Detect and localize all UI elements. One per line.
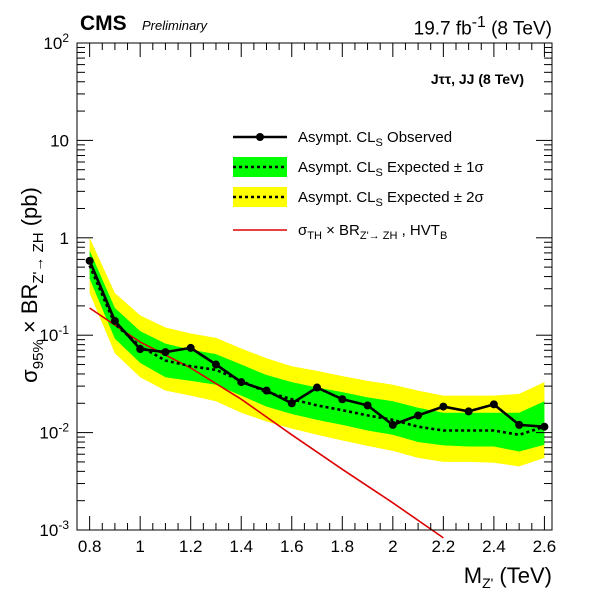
observed-point bbox=[287, 399, 296, 408]
observed-point bbox=[237, 378, 246, 387]
channel-label: Jττ, JJ (8 TeV) bbox=[431, 71, 524, 87]
y-tick-label: 1 bbox=[60, 229, 69, 248]
status-label: Preliminary bbox=[142, 18, 208, 33]
x-tick-label: 2 bbox=[388, 537, 397, 556]
observed-point bbox=[515, 420, 524, 429]
observed-point bbox=[388, 420, 397, 429]
legend-entry-label: Asympt. CLS Expected ± 2σ bbox=[298, 189, 484, 209]
observed-point bbox=[211, 360, 220, 369]
plot-frame: 0.8 1 1.2 1.4 1.6 1.8 2 2.2 2.4 2.610-310-210-111… bbox=[17, 31, 556, 591]
observed-point bbox=[110, 316, 119, 325]
observed-point bbox=[186, 343, 195, 352]
expected-line bbox=[88, 264, 545, 437]
observed-point bbox=[363, 401, 372, 410]
plot-border bbox=[76, 42, 553, 531]
y-tick-label: 10-2 bbox=[39, 421, 69, 443]
x-tick-label: 1.4 bbox=[229, 537, 253, 556]
experiment-label: CMS bbox=[80, 12, 127, 35]
luminosity-label: 19.7 fb-1 (8 TeV) bbox=[413, 14, 552, 40]
theory-line bbox=[89, 307, 444, 539]
observed-point bbox=[338, 395, 347, 404]
observed-point bbox=[414, 411, 423, 420]
x-tick-label: 2.2 bbox=[432, 537, 456, 556]
observed-point bbox=[313, 383, 322, 392]
x-axis-title: MZ' (TeV) bbox=[464, 563, 552, 591]
legend-observed-marker bbox=[256, 133, 264, 141]
x-tick-label: 1.6 bbox=[280, 537, 304, 556]
observed-point bbox=[136, 345, 145, 354]
legend-entry-label: Asympt. CLS Expected ± 1σ bbox=[298, 159, 484, 179]
observed-point bbox=[85, 256, 94, 265]
y-tick-label: 10 bbox=[50, 131, 69, 150]
legend-entry-label: σTH × BRZ'→ ZH , HVTB bbox=[298, 222, 447, 242]
legend: Asympt. CLS Observed Asympt. CLS Expected… bbox=[233, 129, 484, 242]
y-axis-title: σ95% × BRZ'→ ZH (pb) bbox=[17, 187, 47, 383]
observed-point bbox=[439, 402, 448, 411]
legend-entry-label: Asympt. CLS Observed bbox=[298, 129, 452, 149]
band-2sigma bbox=[89, 237, 545, 467]
x-tick-label: 0.8 bbox=[78, 537, 102, 556]
observed-point bbox=[540, 422, 549, 431]
x-tick-label: 1.8 bbox=[330, 537, 354, 556]
x-tick-label: 2.6 bbox=[533, 537, 557, 556]
observed-point bbox=[464, 407, 473, 416]
observed-point bbox=[161, 348, 170, 357]
x-tick-label: 1.2 bbox=[179, 537, 203, 556]
x-tick-label: 2.4 bbox=[482, 537, 506, 556]
y-tick-label: 102 bbox=[43, 31, 69, 53]
observed-point bbox=[489, 400, 498, 409]
y-tick-label: 10-3 bbox=[39, 518, 69, 540]
observed-point bbox=[262, 386, 271, 395]
x-tick-label: 1 bbox=[135, 537, 144, 556]
limit-curves bbox=[85, 256, 549, 539]
